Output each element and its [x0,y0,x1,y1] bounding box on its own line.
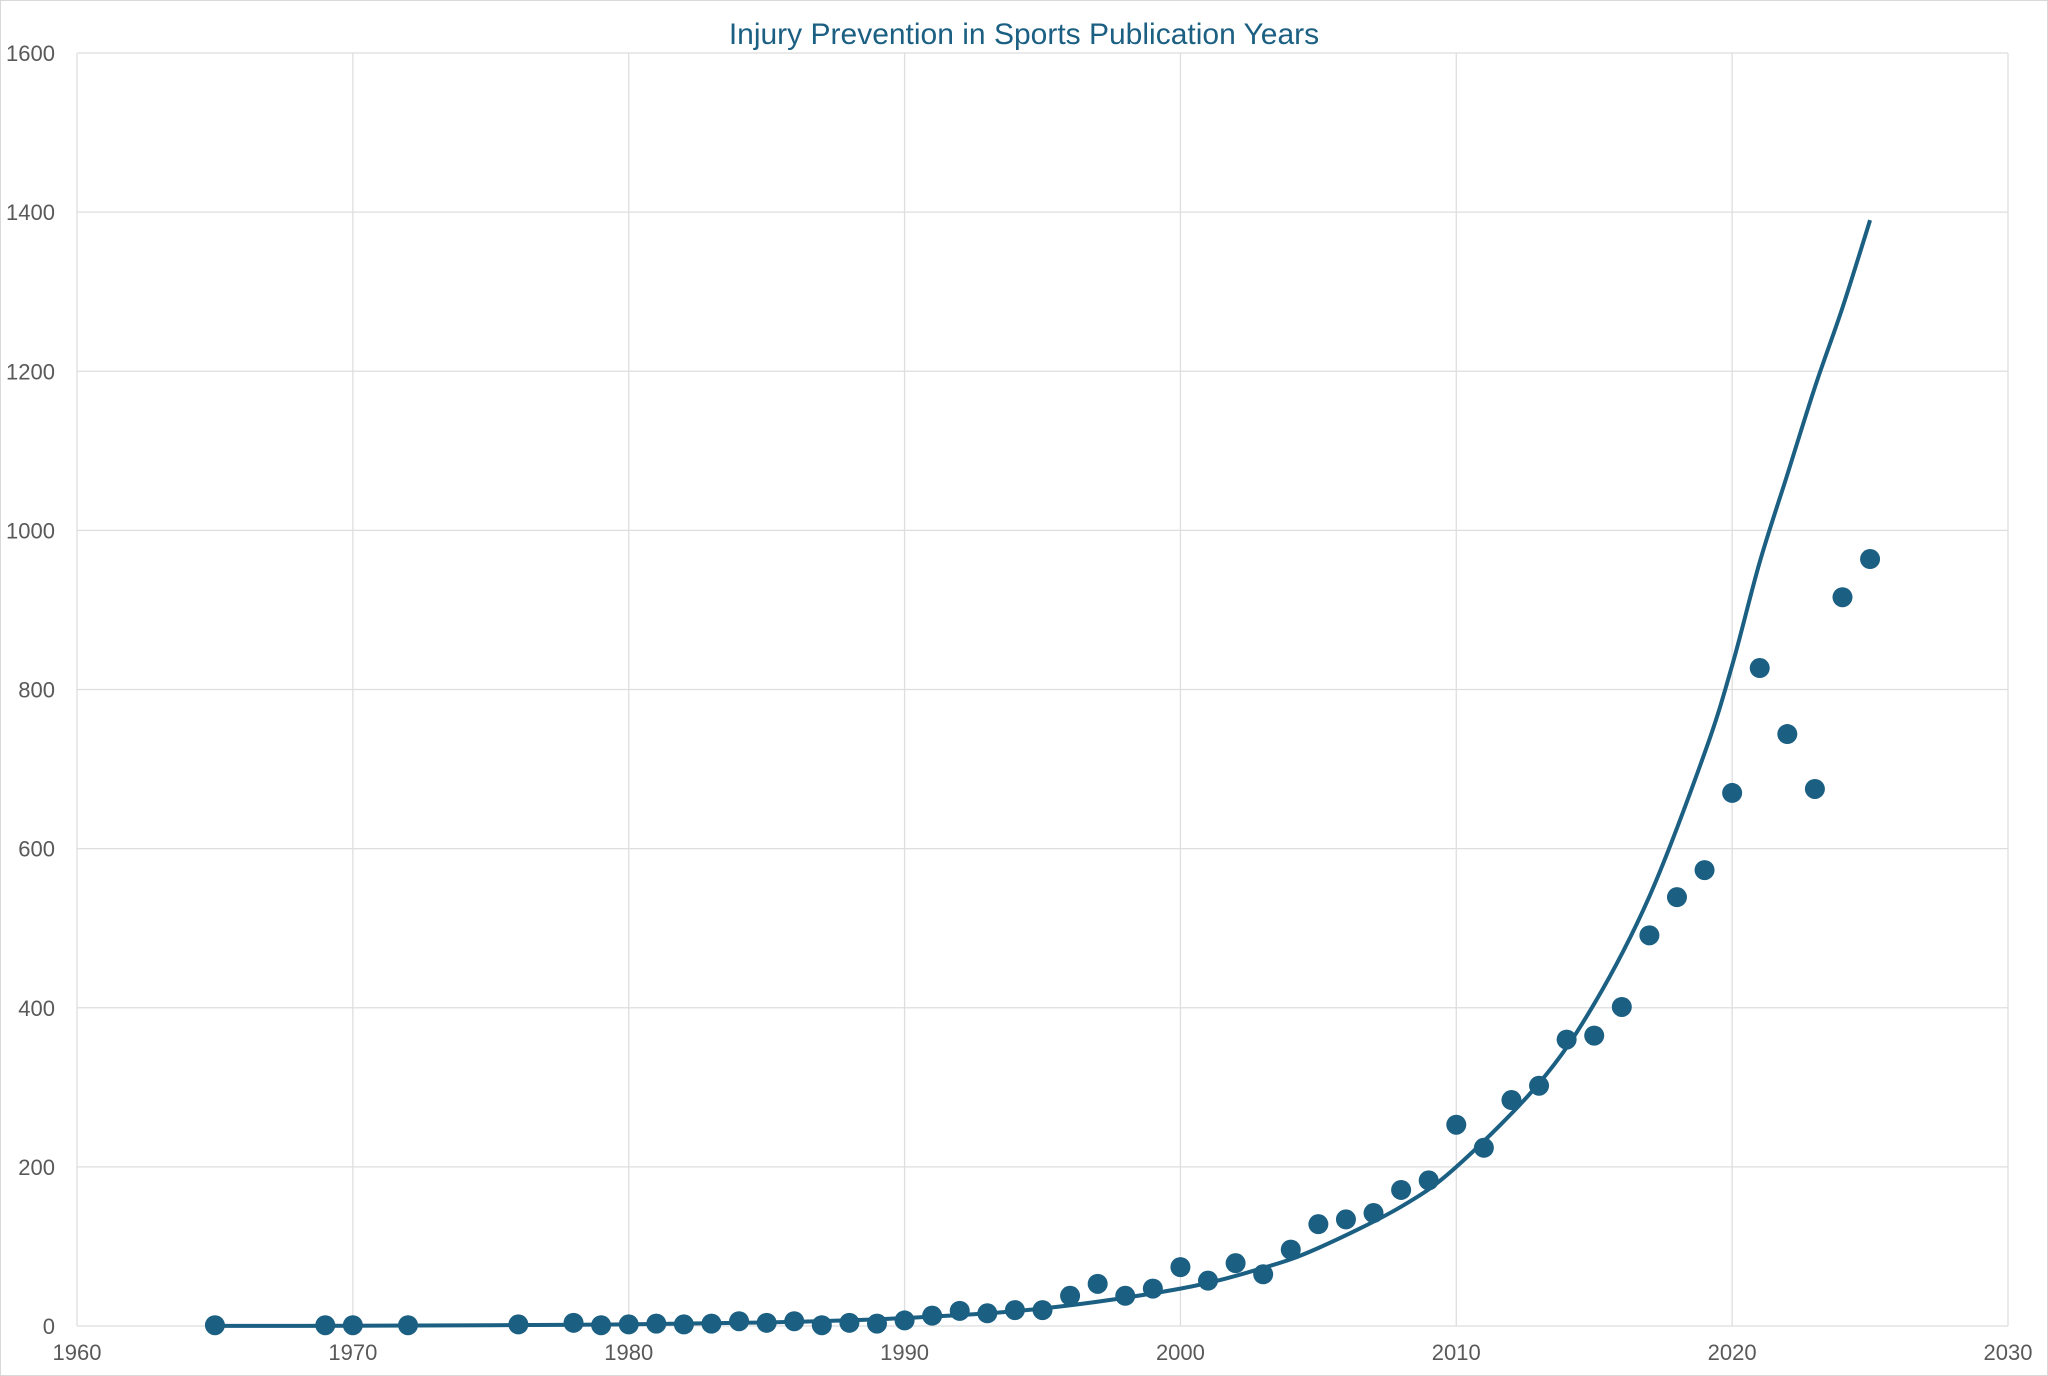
data-point-1983 [701,1313,722,1334]
data-point-2001 [1198,1270,1219,1291]
data-point-2011 [1473,1137,1494,1158]
data-point-2023 [1804,778,1825,799]
data-point-1999 [1142,1278,1163,1299]
data-point-1998 [1115,1285,1136,1306]
data-point-2004 [1280,1239,1301,1260]
y-tick-label-1200: 1200 [6,359,55,384]
data-point-2024 [1832,587,1853,608]
data-point-1981 [646,1313,667,1334]
x-tick-label-2010: 2010 [1432,1340,1481,1365]
y-tick-label-1000: 1000 [6,518,55,543]
data-point-1993 [977,1303,998,1324]
data-point-2014 [1556,1029,1577,1050]
data-point-2000 [1170,1257,1191,1278]
data-point-1995 [1032,1300,1053,1321]
data-point-2012 [1501,1090,1522,1111]
data-point-2005 [1308,1214,1329,1235]
data-point-2003 [1253,1264,1274,1285]
x-tick-label-1960: 1960 [53,1340,102,1365]
data-point-2025 [1860,549,1881,570]
data-point-1970 [342,1315,363,1336]
x-tick-label-1980: 1980 [604,1340,653,1365]
exponential-trendline [214,219,1873,1328]
data-point-2006 [1335,1209,1356,1230]
y-tick-label-1600: 1600 [6,41,55,66]
x-tick-label-2000: 2000 [1156,1340,1205,1365]
data-point-2022 [1777,724,1798,745]
data-point-1965 [204,1315,225,1336]
x-tick-label-1990: 1990 [880,1340,929,1365]
data-point-1987 [811,1315,832,1336]
chart-title: Injury Prevention in Sports Publication … [729,18,1319,51]
x-tick-label-2020: 2020 [1708,1340,1757,1365]
x-tick-label-2030: 2030 [1984,1340,2033,1365]
data-point-1994 [1004,1300,1025,1321]
data-point-1979 [591,1315,612,1336]
y-tick-label-200: 200 [18,1155,55,1180]
data-point-1986 [784,1311,805,1332]
data-point-1982 [673,1314,694,1335]
y-gridlines [77,52,2008,1327]
x-tick-labels: 1960 1970 1980 1990 2000 2010 2020 2030 [53,1340,2033,1365]
data-point-2009 [1418,1170,1439,1191]
data-point-1992 [949,1300,970,1321]
x-tick-label-1970: 1970 [328,1340,377,1365]
data-point-1980 [618,1314,639,1335]
y-tick-labels: 0 200 400 600 800 1000 1200 1400 1600 [6,41,55,1339]
data-point-2002 [1225,1253,1246,1274]
data-point-2017 [1639,925,1660,946]
data-point-1988 [839,1312,860,1333]
data-point-2021 [1749,658,1770,679]
data-point-1985 [756,1312,777,1333]
data-point-2008 [1391,1179,1412,1200]
data-point-1989 [866,1313,887,1334]
data-point-2016 [1611,996,1632,1017]
data-point-1997 [1087,1273,1108,1294]
data-point-2018 [1666,887,1687,908]
y-tick-label-800: 800 [18,678,55,703]
data-point-1991 [922,1305,943,1326]
data-point-1976 [508,1314,529,1335]
data-point-1990 [894,1310,915,1331]
data-points-layer [204,549,1881,1336]
data-point-2007 [1363,1203,1384,1224]
data-point-2019 [1694,860,1715,881]
y-tick-label-0: 0 [43,1314,55,1339]
data-point-2020 [1722,782,1743,803]
data-point-1996 [1060,1285,1081,1306]
data-point-1969 [315,1315,336,1336]
data-point-1984 [729,1311,750,1332]
data-point-1972 [398,1315,419,1336]
data-point-1978 [563,1312,584,1333]
y-tick-label-400: 400 [18,996,55,1021]
trendline-layer [214,219,1873,1328]
data-point-2010 [1446,1114,1467,1135]
data-point-2015 [1584,1025,1605,1046]
data-point-2013 [1529,1075,1550,1096]
y-tick-label-1400: 1400 [6,200,55,225]
y-tick-label-600: 600 [18,837,55,862]
